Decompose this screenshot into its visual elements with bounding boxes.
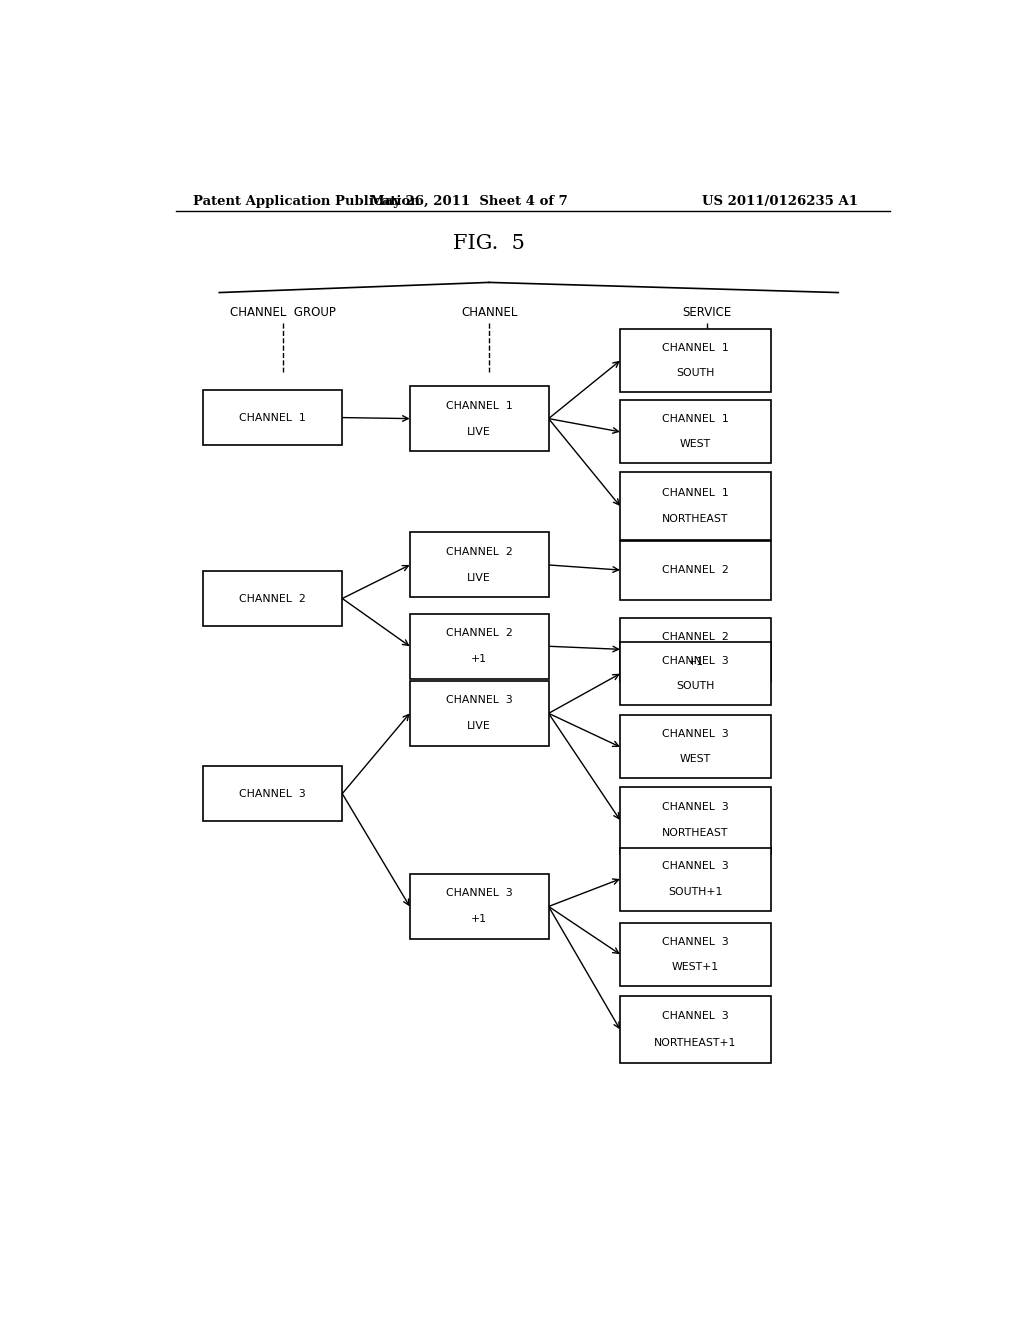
Text: CHANNEL  3: CHANNEL 3 <box>240 788 306 799</box>
Text: CHANNEL  1: CHANNEL 1 <box>445 400 513 411</box>
Text: CHANNEL  3: CHANNEL 3 <box>663 862 729 871</box>
Text: CHANNEL  1: CHANNEL 1 <box>663 414 729 424</box>
Text: +1: +1 <box>687 657 703 667</box>
Bar <box>620 923 771 986</box>
Bar <box>620 329 771 392</box>
Bar <box>620 847 771 911</box>
Text: WEST: WEST <box>680 440 711 449</box>
Text: LIVE: LIVE <box>467 721 492 731</box>
Bar <box>620 715 771 779</box>
Bar <box>410 532 549 598</box>
Bar <box>620 787 771 854</box>
Text: SOUTH: SOUTH <box>676 368 715 379</box>
Bar <box>410 681 549 746</box>
Text: +1: +1 <box>471 655 487 664</box>
Text: CHANNEL  2: CHANNEL 2 <box>240 594 306 603</box>
Text: May 26, 2011  Sheet 4 of 7: May 26, 2011 Sheet 4 of 7 <box>371 194 568 207</box>
Bar <box>410 614 549 678</box>
Text: CHANNEL  1: CHANNEL 1 <box>663 343 729 352</box>
Text: SERVICE: SERVICE <box>683 306 732 319</box>
Text: FIG.  5: FIG. 5 <box>454 234 525 253</box>
Bar <box>620 618 771 681</box>
Text: CHANNEL  3: CHANNEL 3 <box>663 801 729 812</box>
Text: SOUTH: SOUTH <box>676 681 715 692</box>
Text: NORTHEAST+1: NORTHEAST+1 <box>654 1038 736 1048</box>
Text: WEST+1: WEST+1 <box>672 962 719 972</box>
Text: Patent Application Publication: Patent Application Publication <box>194 194 420 207</box>
Text: CHANNEL: CHANNEL <box>461 306 517 319</box>
Bar <box>204 766 342 821</box>
Bar <box>410 385 549 451</box>
Text: CHANNEL  3: CHANNEL 3 <box>663 937 729 946</box>
Bar <box>410 874 549 939</box>
Text: CHANNEL  2: CHANNEL 2 <box>663 565 729 576</box>
Text: CHANNEL  3: CHANNEL 3 <box>663 656 729 667</box>
Text: CHANNEL  2: CHANNEL 2 <box>445 628 513 639</box>
Text: CHANNEL  1: CHANNEL 1 <box>240 413 306 422</box>
Text: NORTHEAST: NORTHEAST <box>663 515 729 524</box>
Text: NORTHEAST: NORTHEAST <box>663 829 729 838</box>
Text: CHANNEL  3: CHANNEL 3 <box>445 696 513 705</box>
Text: CHANNEL  2: CHANNEL 2 <box>445 546 513 557</box>
Text: CHANNEL  3: CHANNEL 3 <box>663 1011 729 1022</box>
Bar <box>620 995 771 1063</box>
Text: LIVE: LIVE <box>467 573 492 583</box>
Text: CHANNEL  GROUP: CHANNEL GROUP <box>229 306 336 319</box>
Text: CHANNEL  3: CHANNEL 3 <box>663 729 729 739</box>
Text: SOUTH+1: SOUTH+1 <box>669 887 723 896</box>
Bar <box>204 572 342 626</box>
Bar <box>620 400 771 463</box>
Text: LIVE: LIVE <box>467 426 492 437</box>
Text: CHANNEL  3: CHANNEL 3 <box>445 888 513 899</box>
Text: CHANNEL  1: CHANNEL 1 <box>663 487 729 498</box>
Bar <box>620 643 771 705</box>
Text: US 2011/0126235 A1: US 2011/0126235 A1 <box>702 194 858 207</box>
Bar <box>620 473 771 540</box>
Text: CHANNEL  2: CHANNEL 2 <box>663 632 729 642</box>
Bar <box>620 541 771 599</box>
Text: +1: +1 <box>471 915 487 924</box>
Bar <box>204 391 342 445</box>
Text: WEST: WEST <box>680 755 711 764</box>
